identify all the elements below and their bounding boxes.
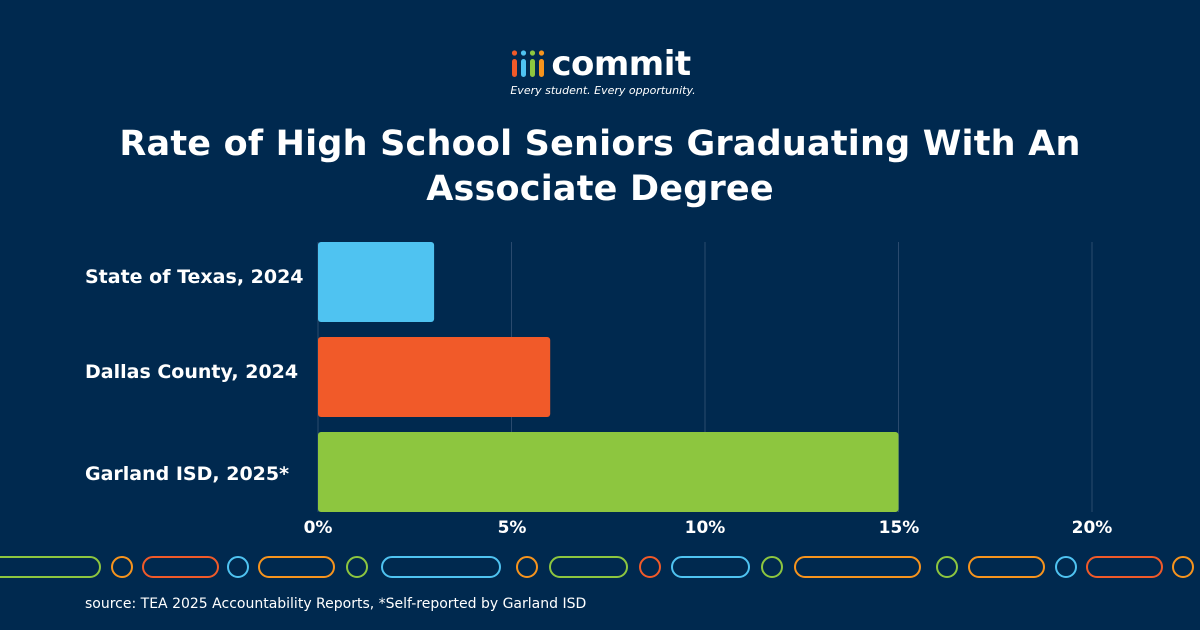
decorative-circle bbox=[1055, 556, 1077, 578]
x-tick-label-0: 0% bbox=[303, 518, 333, 538]
decorative-pill bbox=[794, 556, 921, 578]
decorative-circle bbox=[346, 556, 368, 578]
logo-person-bar bbox=[530, 59, 536, 77]
decorative-pill bbox=[549, 556, 628, 578]
category-label-state-of-texas: State of Texas, 2024 bbox=[85, 266, 304, 288]
chart-title: Rate of High School Seniors Graduating W… bbox=[119, 124, 1081, 209]
decorative-pill bbox=[1086, 556, 1163, 578]
decorative-circle bbox=[1172, 556, 1194, 578]
bar-dallas-county-2024 bbox=[318, 337, 551, 417]
commit-logo-mark bbox=[512, 50, 545, 77]
bar-garland-isd-2025 bbox=[318, 432, 899, 512]
logo-person-dot bbox=[521, 50, 527, 56]
x-tick-label-15: 15% bbox=[878, 518, 920, 538]
x-tick-label-10: 10% bbox=[684, 518, 726, 538]
decorative-circle bbox=[936, 556, 958, 578]
decorative-pill bbox=[968, 556, 1045, 578]
brand-name: commit bbox=[551, 44, 691, 84]
bar-state-of-texas-2024 bbox=[318, 242, 435, 322]
decorative-pill bbox=[381, 556, 501, 578]
decorative-circle bbox=[227, 556, 249, 578]
decorative-pill-border bbox=[0, 556, 1194, 578]
logo-person-bar bbox=[539, 59, 545, 77]
logo-person-bar bbox=[512, 59, 518, 77]
category-label-dallas-county: Dallas County, 2024 bbox=[85, 361, 299, 383]
category-label-garland-isd: Garland ISD, 2025* bbox=[85, 463, 290, 485]
decorative-pill bbox=[671, 556, 750, 578]
logo-person-dot bbox=[539, 50, 545, 56]
decorative-circle bbox=[516, 556, 538, 578]
logo-person-dot bbox=[512, 50, 518, 56]
decorative-pill bbox=[258, 556, 335, 578]
x-tick-label-20: 20% bbox=[1071, 518, 1113, 538]
decorative-pill bbox=[0, 556, 101, 578]
logo-person-bar bbox=[521, 59, 527, 77]
brand-logo: commit Every student. Every opportunity. bbox=[0, 42, 1200, 97]
source-note: source: TEA 2025 Accountability Reports,… bbox=[85, 596, 587, 612]
decorative-circle bbox=[639, 556, 661, 578]
decorative-pill bbox=[142, 556, 219, 578]
decorative-circle bbox=[111, 556, 133, 578]
x-tick-label-5: 5% bbox=[497, 518, 527, 538]
decorative-circle bbox=[761, 556, 783, 578]
logo-person-dot bbox=[530, 50, 536, 56]
brand-tagline: Every student. Every opportunity. bbox=[510, 84, 696, 97]
